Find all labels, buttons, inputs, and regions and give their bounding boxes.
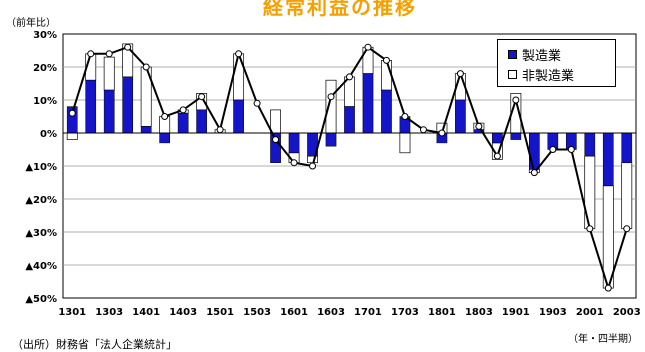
bar-manufacturing [196,109,207,134]
bar-manufacturing [288,132,300,154]
legend: 製造業 非製造業 [497,39,616,87]
total-point [530,169,538,177]
bar-manufacturing [455,99,466,134]
bar-non-manufacturing [307,155,318,164]
y-axis-unit: （前年比） [6,18,56,29]
x-tick-label: 1501 [206,307,234,318]
bar-non-manufacturing [381,60,392,91]
y-tick-label: ▲20% [25,195,57,206]
y-tick-label: 10% [33,96,57,107]
bar-non-manufacturing [66,132,78,140]
bar-manufacturing [233,99,244,134]
y-tick-label: ▲40% [25,261,57,272]
bar-non-manufacturing [270,109,281,134]
x-tick-label: 1301 [58,307,86,318]
chart-title: 経常利益の推移 [263,0,417,19]
total-point [512,96,520,104]
x-tick-label: 1401 [132,307,160,318]
bar-manufacturing [381,89,392,134]
bar-non-manufacturing [399,132,411,154]
total-point [216,126,224,134]
x-tick-label: 1903 [539,307,567,318]
total-point [253,99,261,107]
legend-item-manufacturing: 製造業 [508,45,561,64]
bar-manufacturing [362,73,374,134]
x-axis-unit: （年・四半期） [568,334,638,345]
total-point [290,159,298,167]
total-point [567,146,575,153]
bar-manufacturing [159,132,170,144]
y-tick-label: ▲10% [25,162,57,173]
x-tick-label: 1601 [280,307,308,318]
total-point [456,70,464,78]
bar-manufacturing [529,132,540,170]
bar-non-manufacturing [621,162,633,230]
x-tick-label: 1801 [428,307,456,318]
total-point [604,284,612,292]
total-point [198,93,206,101]
total-point [179,106,187,114]
x-tick-label: 2003 [613,307,641,318]
x-tick-label: 1701 [354,307,382,318]
x-tick-label: 1403 [169,307,197,318]
total-point [382,56,390,64]
legend-label-manufacturing: 製造業 [522,49,562,64]
total-point [327,93,335,101]
total-point [493,152,501,160]
x-tick-label: 2001 [576,307,604,318]
bar-non-manufacturing [103,56,115,91]
legend-swatch-non-manufacturing [508,70,517,79]
total-point [475,122,483,130]
y-tick-label: ▲30% [25,228,57,239]
x-tick-label: 1303 [95,307,123,318]
x-tick-label: 1803 [465,307,493,318]
bar-manufacturing [344,106,355,134]
total-point [401,113,409,120]
bar-manufacturing [140,126,152,134]
bar-manufacturing [103,89,115,134]
total-point [623,225,631,233]
total-point [124,43,132,51]
bar-manufacturing [325,132,337,147]
bar-manufacturing [584,132,596,157]
x-tick-label: 1901 [502,307,530,318]
total-point [346,73,353,81]
total-point [105,50,113,58]
total-point [586,225,594,233]
total-point [364,43,372,51]
total-point [68,109,76,117]
bar-manufacturing [510,132,522,140]
bar-manufacturing [492,132,503,144]
bar-manufacturing [85,79,97,134]
x-tick-label: 1703 [391,307,419,318]
legend-swatch-manufacturing [508,50,517,59]
total-point [87,50,95,58]
y-tick-label: 0% [40,129,57,140]
total-point [235,50,243,58]
bar-manufacturing [621,132,633,163]
total-point [549,146,557,153]
bar-non-manufacturing [602,185,614,289]
total-point [309,162,317,170]
y-tick-label: 20% [33,63,57,74]
y-tick-label: 30% [33,30,57,41]
legend-label-non-manufacturing: 非製造業 [522,69,575,84]
total-point [272,136,280,144]
total-point [438,129,446,137]
total-point [419,126,427,134]
bar-manufacturing [177,112,189,134]
bar-manufacturing [122,76,134,134]
total-point [161,113,169,120]
x-tick-label: 1603 [317,307,345,318]
x-tick-label: 1503 [243,307,271,318]
y-tick-label: ▲50% [25,294,57,305]
legend-item-non-manufacturing: 非製造業 [508,65,574,84]
bar-manufacturing [602,132,614,187]
total-point [142,63,150,71]
